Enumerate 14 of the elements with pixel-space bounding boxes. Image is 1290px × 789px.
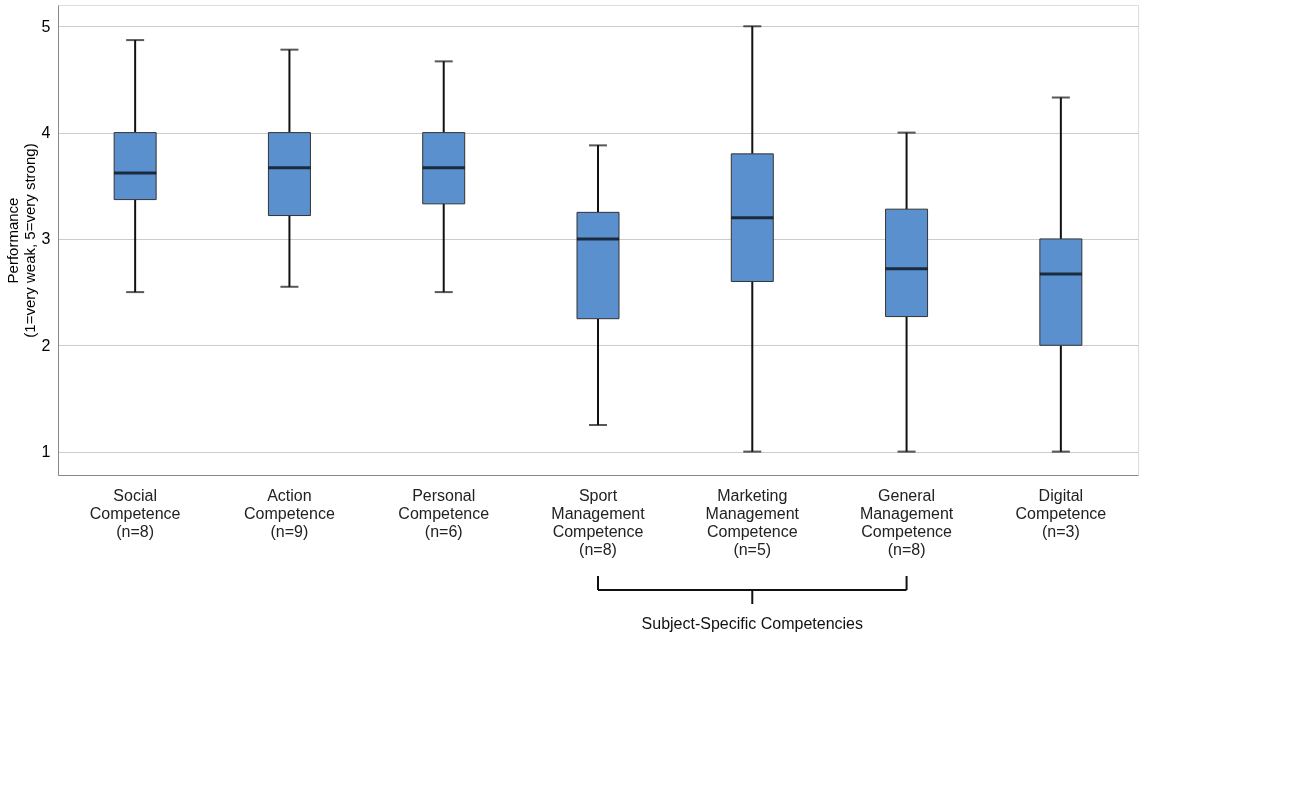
x-tick-label: Social Competence (n=8) — [89, 486, 181, 540]
y-axis-title: Performance (1=very weak, 5=very strong) — [3, 143, 38, 338]
y-tick-label: 5 — [41, 17, 51, 35]
x-tick-label: Marketing Management Competence (n=5) — [705, 486, 800, 558]
x-tick-label: Personal Competence (n=6) — [398, 486, 490, 540]
y-tick-label: 2 — [41, 336, 51, 354]
y-tick-label: 4 — [41, 124, 51, 142]
x-tick-label: Sport Management Competence (n=8) — [551, 486, 646, 558]
y-tick-label: 1 — [41, 443, 51, 461]
x-tick-label: Action Competence (n=9) — [244, 486, 335, 540]
y-tick-label: 3 — [41, 230, 51, 248]
x-tick-label: General Management Competence (n=8) — [859, 486, 954, 558]
text: Subject-Specific Competencies — [641, 615, 863, 632]
x-tick-label: Digital Competence (n=3) — [1015, 486, 1107, 540]
